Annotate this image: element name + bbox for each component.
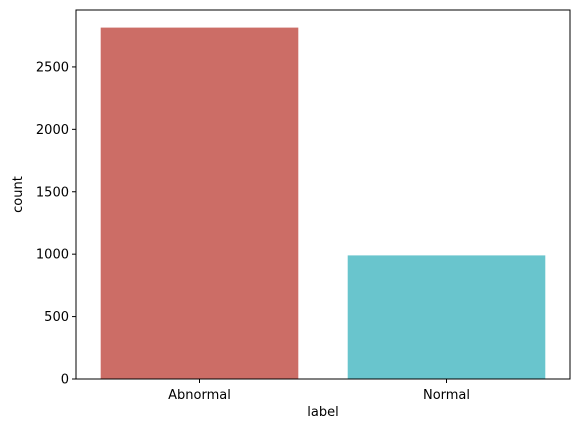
x-tick-label: Abnormal bbox=[168, 388, 231, 403]
bars-group bbox=[100, 27, 546, 379]
x-tick-label: Normal bbox=[423, 388, 470, 403]
y-tick-label: 2000 bbox=[36, 123, 69, 138]
bar-normal bbox=[347, 255, 546, 379]
y-tick-label: 2500 bbox=[36, 60, 69, 75]
y-tick-label: 500 bbox=[44, 310, 69, 325]
y-tick-label: 1000 bbox=[36, 248, 69, 263]
y-tick-label: 0 bbox=[61, 373, 69, 388]
x-ticks-group: Abnormal Normal bbox=[168, 379, 470, 403]
bar-abnormal bbox=[100, 27, 299, 379]
x-axis-label: label bbox=[307, 405, 338, 420]
y-axis-label: count bbox=[11, 176, 26, 213]
y-tick-label: 1500 bbox=[36, 185, 69, 200]
y-ticks-group: 0 500 1000 1500 2000 2500 bbox=[36, 60, 76, 388]
plot-frame bbox=[75, 9, 571, 380]
